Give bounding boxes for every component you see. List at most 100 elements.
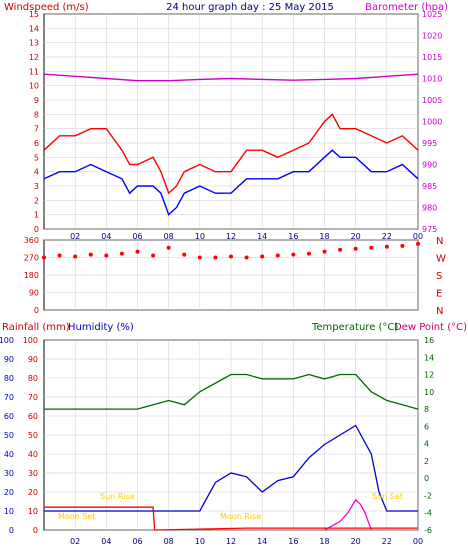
direction-point [166, 245, 171, 250]
barometer-tick: 1000 [422, 118, 442, 127]
humidity-tick: 0 [33, 526, 38, 535]
wind-x-tick-labels: 02 04 06 08 10 12 14 16 18 20 22 00 [70, 232, 423, 241]
direction-point [151, 253, 156, 258]
barometer-tick: 995 [422, 139, 437, 148]
humidity-tick: 60 [28, 412, 38, 421]
rain-x-tick: 18 [319, 537, 329, 546]
direction-tick: 270 [24, 254, 39, 263]
rainfall-tick: 60 [4, 412, 14, 421]
wind-y-tick: 5 [34, 153, 39, 162]
barometer-tick: 1015 [422, 53, 442, 62]
compass-label: W [436, 254, 446, 265]
wind-x-tick: 20 [351, 232, 361, 241]
humidity-tick: 30 [28, 469, 38, 478]
direction-point [384, 244, 389, 249]
wind-y-tick: 11 [29, 67, 39, 76]
wind-y-tick: 2 [34, 196, 39, 205]
temperature-axis-title: Temperature (°C) [311, 322, 398, 333]
barometer-tick: 1005 [422, 96, 442, 105]
humidity-tick: 90 [28, 355, 38, 364]
temperature-tick: 10 [424, 388, 434, 397]
direction-point [322, 249, 327, 254]
rain-line [44, 506, 418, 531]
graph-title: 24 hour graph day : 25 May 2015 [166, 2, 334, 13]
barometer-tick: 985 [422, 182, 437, 191]
wind-series [43, 73, 419, 216]
humidity-line [44, 424, 418, 512]
rainfall-tick: 100 [0, 336, 14, 345]
temperature-line [44, 373, 419, 410]
direction-tick: 90 [29, 289, 39, 298]
annotation-sun-rise: Sun Rise [100, 492, 135, 501]
temperature-tick: 16 [424, 336, 434, 345]
direction-point [306, 251, 311, 256]
wind-y-tick: 9 [34, 96, 39, 105]
wind-y-tick: 12 [29, 53, 39, 62]
annotation-sun-set: Sun Set [372, 492, 403, 501]
wind-y-tick: 7 [34, 125, 39, 134]
wind-x-tick: 00 [413, 232, 423, 241]
direction-point [104, 253, 109, 258]
barometer-tick: 990 [422, 161, 437, 170]
direction-tick: 0 [34, 306, 39, 315]
direction-point [244, 255, 249, 260]
compass-label: E [436, 289, 442, 300]
temperature-tick-labels: -6 -4 -2 0 2 4 6 8 10 12 14 16 [424, 336, 434, 535]
rain-x-tick: 00 [413, 537, 423, 546]
rain-x-tick: 20 [351, 537, 361, 546]
wind-x-tick: 06 [132, 232, 142, 241]
wind-x-tick: 12 [226, 232, 236, 241]
barometer-tick: 1025 [422, 10, 442, 19]
wind-x-tick: 18 [319, 232, 329, 241]
compass-label: S [436, 271, 442, 282]
direction-point [57, 253, 62, 258]
wind-y-tick: 4 [34, 168, 39, 177]
wind-x-tick: 10 [195, 232, 205, 241]
direction-point [229, 254, 233, 259]
wind-y-tick: 0 [34, 225, 39, 234]
wind-x-tick: 16 [288, 232, 298, 241]
temperature-tick: 8 [424, 405, 429, 414]
temperature-tick: -6 [424, 526, 432, 535]
temperature-tick: -2 [424, 491, 432, 500]
humidity-tick: 40 [28, 450, 38, 459]
direction-point [88, 252, 93, 257]
annotation-moon-rise: Moon Rise [220, 512, 261, 521]
compass-label: N [436, 306, 443, 317]
direction-point [213, 255, 218, 260]
rain-x-tick: 04 [101, 537, 111, 546]
wind-y-tick: 6 [34, 139, 39, 148]
rainfall-tick: 20 [4, 488, 14, 497]
rainfall-tick: 80 [4, 374, 14, 383]
direction-point [369, 245, 374, 250]
direction-point [291, 252, 296, 257]
direction-tick: 360 [24, 236, 39, 245]
direction-point [182, 252, 187, 257]
wind-y-tick: 8 [34, 110, 39, 119]
humidity-tick: 20 [28, 488, 38, 497]
barometer-line [43, 73, 419, 82]
direction-tick-labels: 0 90 180 270 360 [24, 236, 39, 315]
rainfall-tick: 70 [4, 393, 14, 402]
rainfall-tick: 0 [9, 526, 14, 535]
compass-label: N [436, 236, 443, 247]
humidity-tick: 80 [28, 374, 38, 383]
wind-x-tick: 22 [382, 232, 392, 241]
rain-x-tick: 10 [195, 537, 205, 546]
wind-y-tick: 14 [29, 24, 39, 33]
windspeed-axis-title: Windspeed (m/s) [4, 2, 89, 13]
barometer-tick: 975 [422, 225, 437, 234]
speed-line [43, 149, 419, 216]
barometer-tick: 1010 [422, 75, 442, 84]
wind-y-tick: 10 [29, 82, 39, 91]
rain-series [44, 373, 419, 531]
barometer-tick-labels: 975 980 985 990 995 1000 1005 1010 1015 1020 1025 [422, 10, 442, 234]
rain-x-tick: 02 [70, 537, 80, 546]
temperature-tick: 2 [424, 457, 429, 466]
annotation-moon-set: Moon Set [58, 512, 95, 521]
rainfall-axis-title: Rainfall (mm) [2, 322, 70, 333]
temperature-tick: 4 [424, 440, 429, 449]
direction-point [400, 243, 405, 248]
